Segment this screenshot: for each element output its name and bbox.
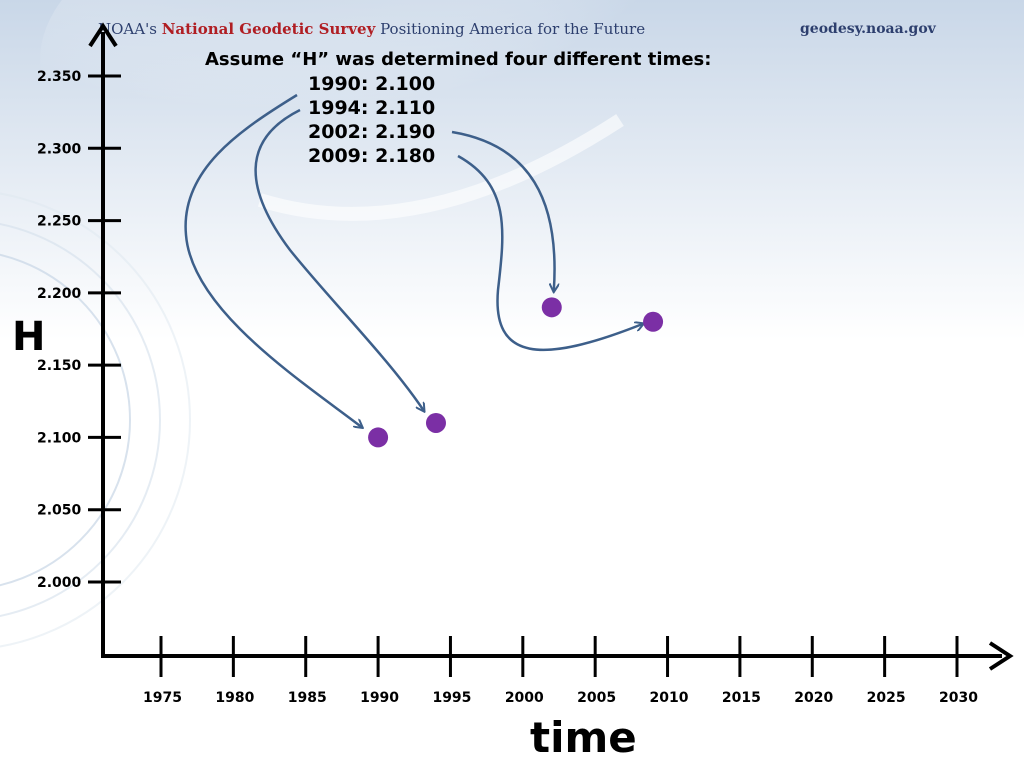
- y-tick-label: 2.250: [37, 214, 82, 230]
- note-title: Assume “H” was determined four different…: [205, 49, 712, 70]
- x-tick-label: 2030: [939, 690, 978, 706]
- data-points: [368, 297, 664, 448]
- x-tick-label: 1990: [360, 690, 399, 706]
- callout-arrow-1994: [254, 108, 424, 411]
- x-tick-label: 1995: [432, 690, 471, 706]
- org-url: geodesy.noaa.gov: [800, 21, 936, 37]
- x-tick-label: 1985: [288, 690, 327, 706]
- x-tick-label: 2000: [505, 690, 544, 706]
- x-tick-label: 1980: [215, 690, 254, 706]
- y-tick-label: 2.300: [37, 141, 82, 157]
- y-tick-label: 2.350: [37, 69, 82, 85]
- org-prefix: NOAA's: [98, 20, 162, 38]
- x-ticks: 1975 1980 1985 1990 1995 2000 2005 2010 2015 2020…: [143, 636, 978, 706]
- data-point-2002: [541, 297, 562, 318]
- x-tick-label: 2010: [650, 690, 689, 706]
- chart-axes: [88, 22, 1014, 671]
- y-ticks: 2.000 2.050 2.100 2.150 2.200 2.250 2.300 2.350: [37, 69, 121, 591]
- org-emphasis: National Geodetic Survey: [161, 20, 376, 38]
- y-axis-arrow: [88, 22, 118, 48]
- note-measurement-1994: 1994: 2.110: [308, 97, 436, 119]
- note-measurement-2002: 2002: 2.190: [308, 121, 436, 143]
- x-axis-title: time: [530, 713, 637, 762]
- data-point-2009: [643, 311, 664, 332]
- y-tick-label: 2.200: [37, 286, 82, 302]
- x-tick-label: 1975: [143, 690, 182, 706]
- y-tick-label: 2.100: [37, 430, 82, 446]
- org-tagline: Positioning America for the Future: [375, 20, 646, 38]
- callout-arrow-2002: [451, 130, 555, 291]
- note-measurement-2009: 2009: 2.180: [308, 145, 436, 167]
- callout-arrow-2009: [457, 154, 643, 352]
- slide-header: NOAA's National Geodetic Survey Position…: [0, 0, 1024, 48]
- y-axis-title: H: [12, 314, 45, 360]
- x-tick-label: 2005: [577, 690, 616, 706]
- y-tick-label: 2.050: [37, 503, 82, 519]
- note-measurement-1990: 1990: 2.100: [308, 73, 436, 95]
- data-point-1990: [368, 427, 389, 448]
- callout-arrows: [184, 93, 643, 427]
- y-tick-label: 2.150: [37, 358, 82, 374]
- x-axis-arrow: [988, 641, 1014, 671]
- org-name: NOAA's National Geodetic Survey Position…: [98, 20, 645, 38]
- x-tick-label: 2015: [722, 690, 761, 706]
- x-tick-label: 2025: [867, 690, 906, 706]
- y-tick-label: 2.000: [37, 575, 82, 591]
- data-point-1994: [425, 412, 446, 433]
- callout-arrow-1990: [184, 93, 363, 427]
- x-tick-label: 2020: [794, 690, 833, 706]
